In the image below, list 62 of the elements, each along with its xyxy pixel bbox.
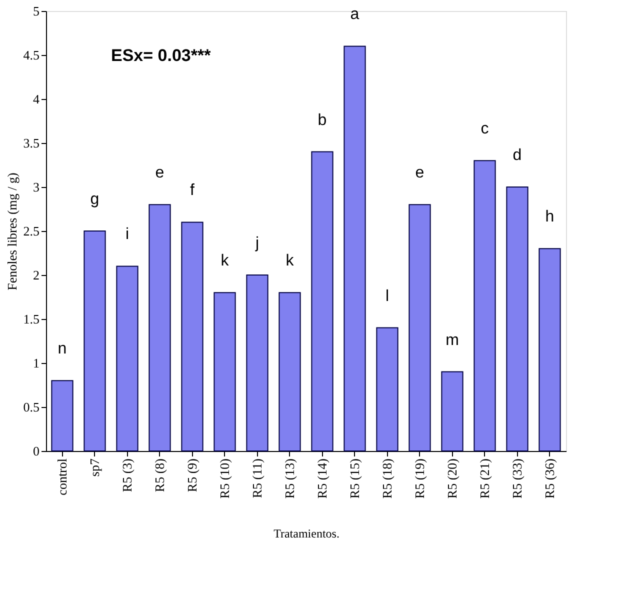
annotation: g — [90, 191, 100, 208]
bar — [116, 266, 138, 452]
annotation: n — [58, 340, 67, 358]
x-tick-label: R5 (33) — [509, 458, 524, 499]
annotation: j — [254, 235, 260, 252]
x-tick-label: R5 (8) — [152, 458, 167, 492]
bar — [311, 151, 334, 452]
annotation: i — [125, 226, 130, 244]
y-tick-label: 0.5 — [23, 400, 40, 414]
x-tick-label: sp7 — [86, 458, 102, 477]
annotation: b — [318, 112, 327, 129]
x-tick-label: R5 (18) — [379, 458, 394, 499]
annotation: c — [480, 120, 489, 138]
bar — [84, 230, 106, 452]
bar — [278, 292, 301, 452]
annotation: f — [190, 182, 196, 200]
x-tick-label: R5 (10) — [216, 458, 232, 499]
y-tick-label: 5 — [33, 4, 40, 18]
bar — [51, 380, 74, 452]
y-tick-label: 3 — [33, 180, 40, 194]
y-tick-label: 3.5 — [23, 136, 40, 150]
annotation: k — [286, 252, 295, 270]
y-tick-label: 1.5 — [23, 312, 40, 326]
annotation: h — [545, 208, 554, 226]
x-tick-label: R5 (36) — [542, 458, 557, 499]
annotation: a — [350, 6, 360, 24]
x-tick-label: R5 (13) — [282, 458, 297, 499]
annotation: l — [385, 288, 390, 305]
annotation: d — [512, 147, 522, 164]
bar — [441, 371, 464, 452]
y-tick-label: 4.5 — [23, 48, 40, 62]
y-tick-label: 1 — [33, 356, 40, 370]
annotation: k — [220, 252, 230, 270]
x-tick-label: R5 (21) — [476, 458, 492, 499]
bar — [408, 204, 431, 452]
x-axis-title: Tratamientos. — [274, 526, 340, 541]
bar — [474, 160, 496, 452]
annotation: e — [155, 164, 164, 182]
x-tick-label: R5 (20) — [444, 458, 460, 499]
x-tick-label: R5 (14) — [314, 458, 330, 499]
y-tick-label: 4 — [33, 92, 40, 106]
y-axis-title: Fenoles libres (mg / g) — [4, 172, 20, 290]
bar — [344, 46, 366, 452]
bar — [181, 222, 204, 452]
x-tick-label: R5 (3) — [119, 458, 134, 492]
bar — [246, 274, 268, 452]
bar — [214, 292, 236, 452]
y-tick-label: 2 — [33, 268, 40, 282]
x-tick-label: R5 (9) — [184, 458, 200, 492]
bar — [376, 327, 398, 452]
x-tick-label: control — [54, 458, 70, 496]
bar — [148, 204, 171, 452]
annotation: ESx= 0.03*** — [111, 46, 212, 65]
y-tick-label: 0 — [33, 444, 40, 458]
x-tick-label: R5 (19) — [412, 458, 427, 499]
annotation: m — [446, 332, 459, 349]
annotation: e — [415, 164, 424, 182]
x-tick-label: R5 (15) — [346, 458, 362, 499]
x-tick-label: R5 (11) — [249, 458, 264, 498]
bar — [506, 186, 528, 452]
bar — [538, 248, 561, 452]
y-tick-label: 2.5 — [23, 224, 40, 238]
